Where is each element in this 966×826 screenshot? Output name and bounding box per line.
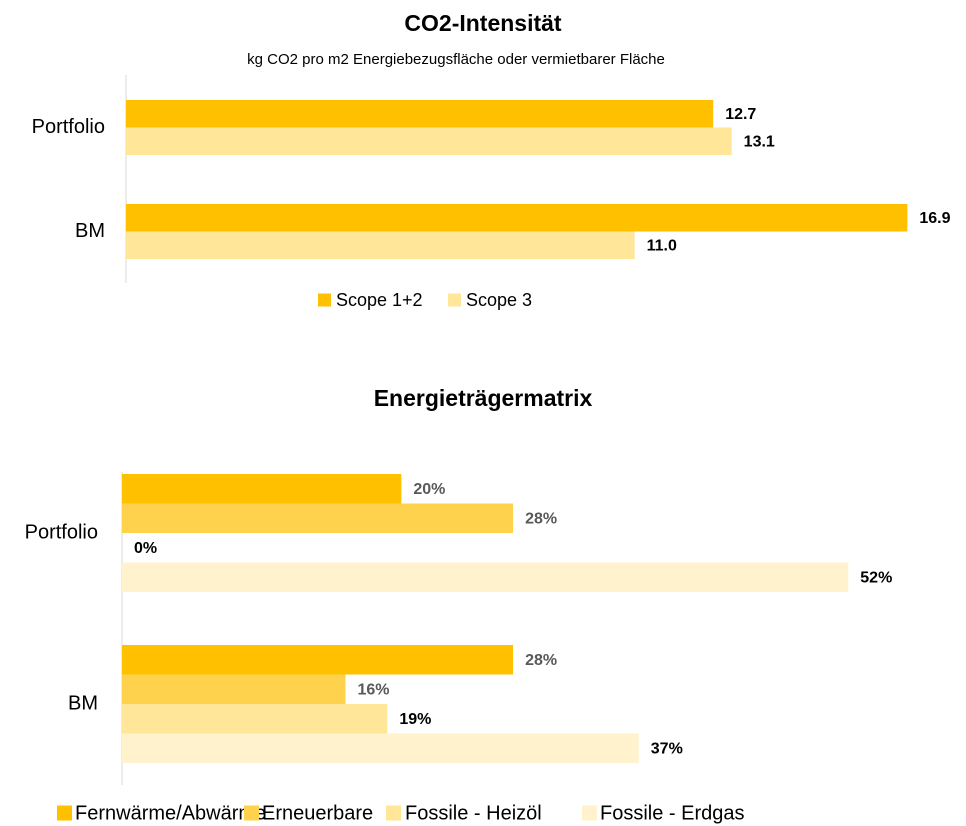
value-label: 13.1 xyxy=(744,133,775,150)
bar xyxy=(122,474,402,504)
bar xyxy=(122,562,849,592)
chart-subtitle: kg CO2 pro m2 Energiebezugsfläche oder v… xyxy=(247,51,665,68)
legend-swatch xyxy=(318,293,331,307)
value-label: 11.0 xyxy=(647,237,677,254)
value-label: 28% xyxy=(525,510,557,527)
legend-label: Scope 3 xyxy=(466,290,532,310)
legend-label: Fossile - Erdgas xyxy=(600,802,745,824)
legend-swatch xyxy=(448,293,461,307)
category-label: BM xyxy=(75,220,105,242)
bar xyxy=(126,204,908,232)
legend-swatch xyxy=(386,805,401,821)
chart-title: Energieträgermatrix xyxy=(374,385,593,411)
value-label: 19% xyxy=(399,711,431,728)
legend-label: Fossile - Heizöl xyxy=(405,802,542,824)
chart-title: CO2-Intensität xyxy=(404,10,562,36)
legend-swatch xyxy=(244,805,259,821)
value-label: 20% xyxy=(413,481,445,498)
bar xyxy=(126,100,714,128)
bar xyxy=(122,503,514,533)
category-label: Portfolio xyxy=(25,521,98,543)
bar xyxy=(122,704,388,734)
bar xyxy=(126,127,732,155)
value-label: 12.7 xyxy=(725,106,756,123)
value-label: 16.9 xyxy=(919,210,950,227)
legend-swatch xyxy=(57,805,72,821)
bar xyxy=(122,645,514,675)
legend-label: Scope 1+2 xyxy=(336,290,423,310)
legend-label: Fernwärme/Abwärme xyxy=(75,802,266,824)
legend-swatch xyxy=(582,805,597,821)
category-label: BM xyxy=(68,692,98,714)
value-label: 52% xyxy=(860,569,892,586)
value-label: 0% xyxy=(134,540,157,557)
value-label: 16% xyxy=(357,681,389,698)
value-label: 37% xyxy=(651,740,683,757)
bar xyxy=(126,231,635,259)
bar xyxy=(122,674,346,704)
category-label: Portfolio xyxy=(32,116,105,138)
legend-label: Erneuerbare xyxy=(262,802,373,824)
value-label: 28% xyxy=(525,652,557,669)
bar xyxy=(122,733,639,763)
